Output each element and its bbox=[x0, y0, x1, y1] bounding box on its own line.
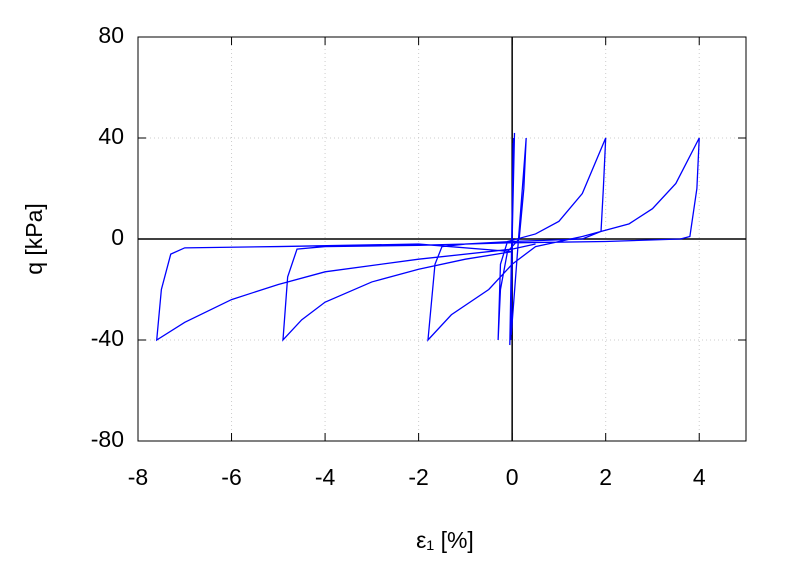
x-tick-label: -2 bbox=[408, 464, 428, 490]
x-tick-label: -6 bbox=[221, 464, 241, 490]
x-tick-label: -8 bbox=[128, 464, 148, 490]
y-axis-label: q [kPa] bbox=[21, 203, 47, 275]
x-axis-label: ε₁ [%] bbox=[416, 527, 474, 553]
y-tick-label: -80 bbox=[91, 426, 124, 452]
y-tick-label: 40 bbox=[98, 123, 124, 149]
y-tick-label: 0 bbox=[111, 224, 124, 250]
x-tick-label: 0 bbox=[506, 464, 519, 490]
x-tick-label: 2 bbox=[599, 464, 612, 490]
x-tick-label: -4 bbox=[315, 464, 336, 490]
x-tick-label: 4 bbox=[693, 464, 706, 490]
data-line bbox=[155, 132, 700, 346]
plot-frame bbox=[137, 36, 747, 442]
y-tick-label: 80 bbox=[98, 22, 124, 48]
y-tick-label: -40 bbox=[91, 325, 124, 351]
